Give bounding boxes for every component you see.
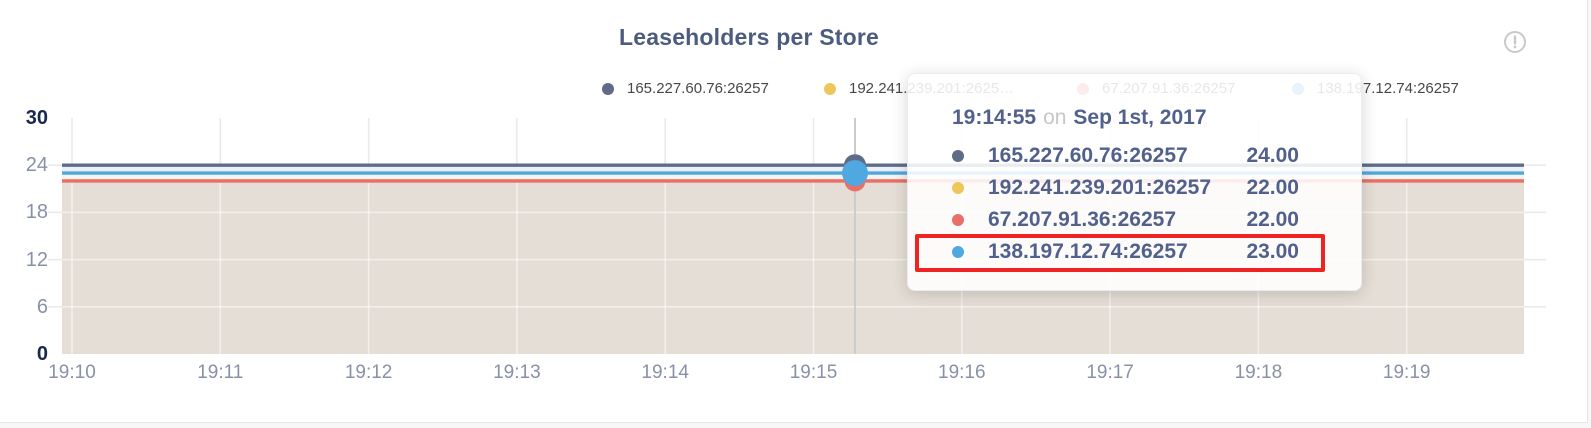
hover-point-dot xyxy=(842,160,868,187)
tooltip-row: 67.207.91.36:26257 22.00 xyxy=(908,204,1361,236)
tooltip-rows: 165.227.60.76:26257 24.00 192.241.239.20… xyxy=(908,140,1361,268)
x-axis-tick-label: 19:15 xyxy=(789,362,838,383)
legend-label: 165.227.60.76:26257 xyxy=(627,80,769,97)
y-axis-tick-label: 12 xyxy=(25,248,48,271)
legend-swatch-icon xyxy=(824,82,836,95)
series-dot-icon xyxy=(952,182,964,194)
x-axis-tick-label: 19:18 xyxy=(1234,362,1283,383)
tooltip-series-value: 22.00 xyxy=(1246,176,1299,199)
tooltip-on-word: on xyxy=(1043,106,1067,129)
y-axis-tick-label: 0 xyxy=(36,343,48,365)
tooltip-time: 19:14:55 xyxy=(952,106,1037,129)
x-axis-tick-label: 19:19 xyxy=(1382,362,1431,383)
legend-swatch-icon xyxy=(602,82,614,95)
tooltip-row: 165.227.60.76:26257 24.00 xyxy=(908,140,1361,172)
y-axis-tick-label: 18 xyxy=(25,201,48,224)
series-dot-icon xyxy=(952,150,964,162)
series-dot-icon xyxy=(952,214,964,226)
tooltip-series-value: 24.00 xyxy=(1246,144,1299,167)
x-axis-tick-label: 19:16 xyxy=(938,362,986,383)
series-dot-icon xyxy=(952,246,964,258)
tooltip-row-highlighted[interactable]: 138.197.12.74:26257 23.00 xyxy=(908,236,1361,268)
tooltip-series-label: 67.207.91.36:26257 xyxy=(988,208,1177,231)
series-band xyxy=(62,173,1524,181)
x-axis-tick-label: 19:17 xyxy=(1086,362,1134,383)
tooltip-row: 192.241.239.201:26257 22.00 xyxy=(908,172,1361,204)
x-axis-tick-label: 19:14 xyxy=(641,362,689,383)
x-axis-tick-label: 19:12 xyxy=(344,362,393,383)
legend-item[interactable]: 165.227.60.76:26257 xyxy=(602,80,769,97)
x-axis-tick-label: 19:11 xyxy=(197,362,244,383)
x-axis-tick-label: 19:13 xyxy=(493,362,541,383)
tooltip-timestamp: 19:14:55 on Sep 1st, 2017 xyxy=(952,106,1207,130)
tooltip-series-value: 22.00 xyxy=(1246,208,1299,231)
tooltip-series-label: 192.241.239.201:26257 xyxy=(988,176,1212,199)
chart-title: Leaseholders per Store xyxy=(618,24,880,50)
tooltip-series-value: 23.00 xyxy=(1246,240,1299,263)
x-axis-tick-label: 19:10 xyxy=(48,362,96,383)
tooltip-series-label: 165.227.60.76:26257 xyxy=(988,144,1188,167)
y-axis-tick-label: 6 xyxy=(36,295,48,318)
y-axis-tick-label: 30 xyxy=(25,107,48,129)
y-axis-tick-label: 24 xyxy=(25,154,48,177)
hover-tooltip: 19:14:55 on Sep 1st, 2017 165.227.60.76:26… xyxy=(907,73,1362,291)
tooltip-date: Sep 1st, 2017 xyxy=(1073,106,1207,129)
info-icon[interactable] xyxy=(1503,30,1527,54)
series-band xyxy=(62,165,1524,174)
tooltip-series-label: 138.197.12.74:26257 xyxy=(988,240,1188,263)
